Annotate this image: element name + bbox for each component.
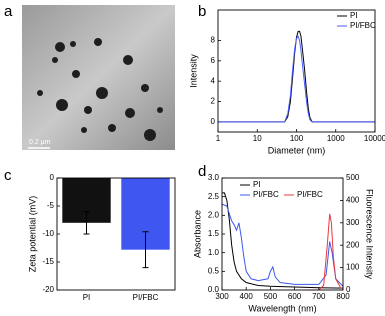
y2-tick-label: 500 (346, 173, 360, 182)
y-tick-label: -10 (42, 229, 54, 238)
y-tick-label: -20 (42, 285, 54, 294)
y-tick-label: -5 (47, 201, 55, 210)
y-tick-label: 8 (211, 36, 216, 45)
x-tick-label: PI (83, 293, 91, 302)
x-tick-label: 400 (240, 292, 254, 301)
y-tick-label: 2.0 (208, 210, 220, 219)
x-tick-label: 600 (288, 292, 302, 301)
y-tick-label: 0 (50, 173, 55, 182)
x-tick-label: 1000 (327, 134, 345, 143)
plot-frame (217, 9, 376, 133)
y-tick-label: 6 (211, 56, 216, 65)
legend-label: PI (350, 11, 358, 20)
legend-label: PI/FBC (253, 190, 279, 199)
y-tick-label: 4 (211, 76, 216, 85)
scale-bar-label: 0.2 μm (29, 139, 51, 146)
y-tick-label: 3.0 (208, 173, 220, 182)
x-tick-label: 800 (336, 292, 350, 301)
x-tick-label: 700 (312, 292, 326, 301)
y-tick-label: 2 (211, 97, 216, 106)
micrograph: 0.2 μm (22, 5, 175, 150)
panel-label: b (198, 3, 206, 20)
y2-tick-label: 0 (346, 285, 351, 294)
y-tick-label: 0.0 (208, 285, 220, 294)
x-tick-label: 10000 (364, 134, 385, 143)
y-tick-label: 0.5 (208, 266, 220, 275)
y2-tick-label: 300 (346, 218, 360, 227)
plot-frame (56, 177, 176, 291)
x-tick-label: 1 (216, 134, 221, 143)
legend-label: PI/FBC (350, 21, 376, 30)
y-tick-label: 1.0 (208, 248, 220, 257)
x-axis-title: Wavelength (nm) (248, 303, 316, 313)
series-line (222, 192, 344, 289)
error-bar (142, 231, 149, 269)
panel-label: a (4, 3, 13, 20)
y-tick-label: 2.5 (208, 192, 220, 201)
panel-label: d (198, 163, 206, 180)
series-line (306, 213, 344, 291)
legend-label: PI/FBC (297, 190, 323, 199)
x-tick-label: 100 (290, 134, 304, 143)
y-tick-label: -15 (42, 257, 54, 266)
y2-tick-label: 400 (346, 196, 360, 205)
panel-label: c (4, 167, 12, 184)
y-axis-title: Intensity (188, 54, 198, 88)
y-axis-title: Absorbance (192, 210, 202, 258)
legend-label: PI (253, 180, 261, 189)
x-tick-label: 300 (215, 292, 229, 301)
y2-tick-label: 200 (346, 240, 360, 249)
y2-tick-label: 100 (346, 263, 360, 272)
y-tick-label: 0 (211, 117, 216, 126)
series-line (221, 203, 344, 287)
series-line (218, 30, 375, 123)
y2-axis-title: Fluorescence Intensity (365, 189, 375, 280)
x-tick-label: PI/FBC (133, 293, 159, 302)
error-bar (83, 211, 90, 235)
y-axis-title: Zeta potential (mV) (27, 196, 37, 273)
y-tick-label: 1.5 (208, 229, 220, 238)
series-line (218, 35, 375, 123)
x-tick-label: 500 (264, 292, 278, 301)
x-tick-label: 10 (253, 134, 262, 143)
plot-frame (221, 177, 344, 291)
x-axis-title: Diameter (nm) (268, 145, 326, 155)
